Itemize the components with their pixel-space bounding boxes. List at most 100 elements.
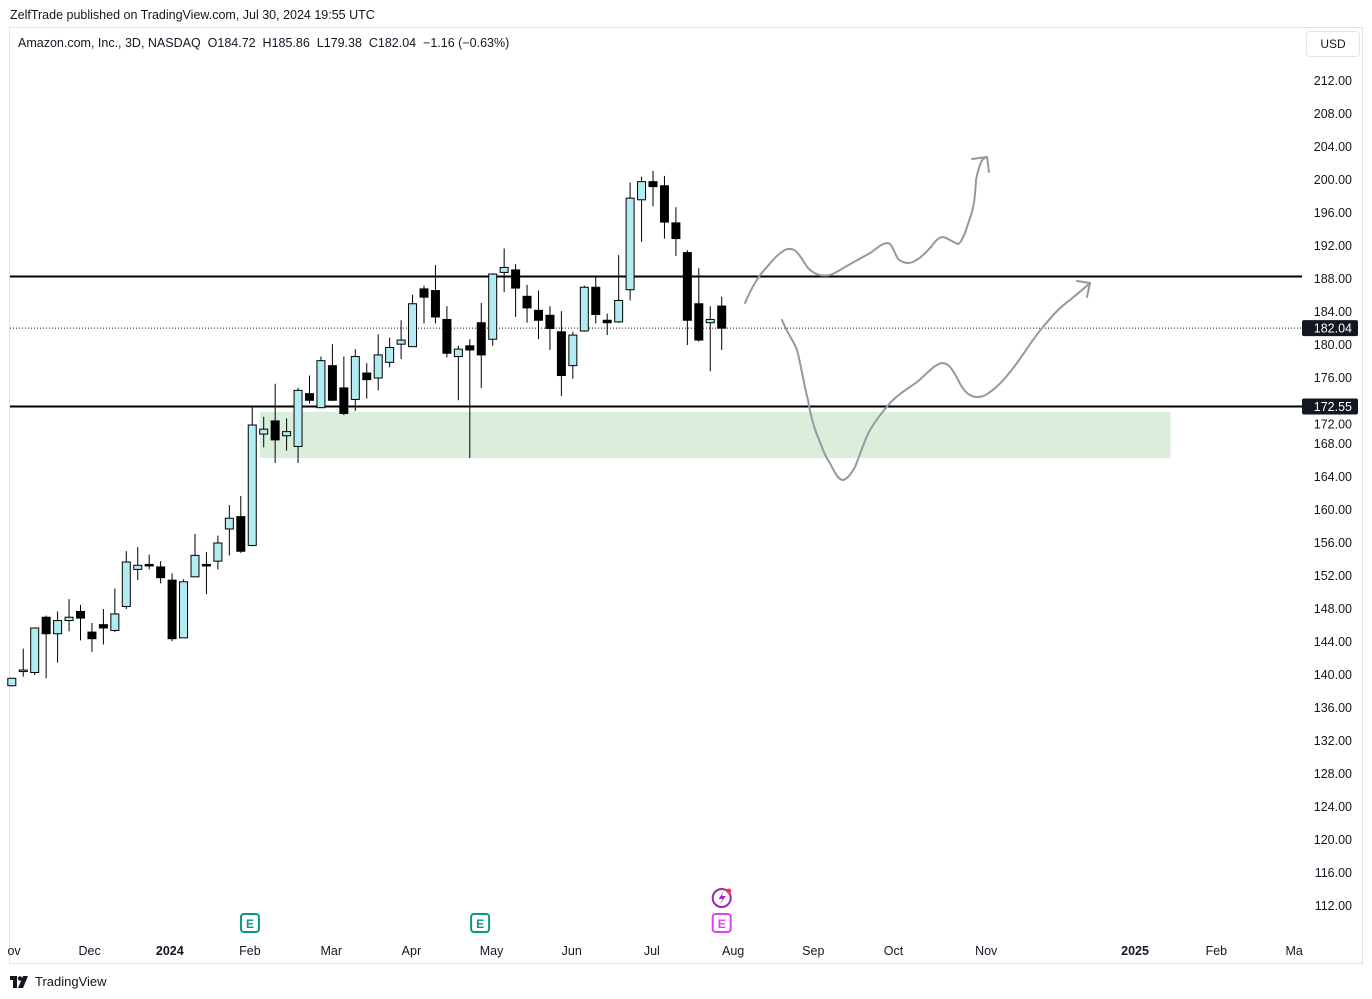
candle[interactable] — [224, 505, 234, 556]
candle[interactable] — [579, 285, 589, 332]
candle[interactable] — [87, 623, 97, 652]
price-axis-label: 136.00 — [1314, 701, 1352, 715]
candle[interactable] — [30, 627, 40, 675]
candle[interactable] — [408, 294, 418, 348]
candle[interactable] — [682, 250, 692, 345]
candle[interactable] — [419, 285, 429, 324]
time-axis-label: Feb — [239, 944, 261, 958]
candle[interactable] — [110, 588, 120, 633]
candle[interactable] — [190, 533, 200, 578]
candle-body — [144, 563, 154, 567]
candle[interactable] — [76, 604, 85, 641]
candle[interactable] — [156, 561, 166, 584]
candle[interactable] — [236, 495, 246, 553]
candle[interactable] — [385, 337, 395, 368]
candle[interactable] — [396, 320, 406, 360]
candle[interactable] — [247, 406, 257, 547]
level-price-badge-text: 172.55 — [1314, 400, 1352, 414]
candle-body — [682, 252, 692, 321]
candle[interactable] — [453, 345, 463, 401]
earnings-icon[interactable]: E — [711, 913, 732, 933]
candle[interactable] — [568, 331, 578, 379]
candle[interactable] — [41, 615, 51, 679]
candle[interactable] — [121, 551, 131, 609]
candle[interactable] — [133, 547, 143, 581]
candle[interactable] — [430, 264, 440, 324]
candle[interactable] — [144, 554, 154, 570]
candle[interactable] — [511, 264, 521, 317]
currency-button[interactable]: USD — [1306, 31, 1360, 57]
tradingview-logo[interactable]: TradingView — [10, 974, 107, 989]
candle-body — [121, 561, 131, 608]
candle[interactable] — [637, 176, 647, 242]
candle[interactable] — [362, 363, 372, 399]
candle[interactable] — [179, 579, 189, 639]
candle[interactable] — [534, 290, 543, 340]
candle[interactable] — [327, 344, 337, 402]
candle[interactable] — [64, 599, 74, 632]
candle-body — [282, 431, 292, 437]
candle[interactable] — [293, 387, 303, 463]
price-axis-label: 128.00 — [1314, 767, 1352, 781]
lightning-bolt — [718, 891, 726, 905]
candle[interactable] — [350, 349, 360, 411]
candle[interactable] — [53, 611, 63, 663]
candle[interactable] — [671, 207, 681, 256]
candle[interactable] — [522, 284, 532, 323]
candle[interactable] — [545, 306, 555, 350]
candle[interactable] — [305, 375, 314, 404]
candle-body — [694, 303, 704, 341]
candle[interactable] — [316, 356, 326, 409]
candle[interactable] — [614, 255, 624, 323]
candle-body — [625, 197, 635, 291]
candle[interactable] — [488, 273, 498, 346]
candle-body — [247, 424, 257, 546]
earnings-icon[interactable]: E — [239, 913, 260, 933]
earnings-icon[interactable]: E — [470, 913, 491, 933]
candle-body — [7, 677, 17, 687]
candle[interactable] — [648, 170, 658, 207]
candle[interactable] — [270, 383, 280, 463]
candle[interactable] — [98, 609, 108, 645]
candle[interactable] — [259, 416, 269, 448]
price-axis-label: 188.00 — [1314, 272, 1352, 286]
candle[interactable] — [465, 339, 475, 459]
candle[interactable] — [717, 296, 727, 351]
candle[interactable] — [499, 248, 509, 293]
candle[interactable] — [442, 306, 452, 358]
candle[interactable] — [339, 356, 349, 416]
dividend-lightning-icon[interactable] — [711, 888, 732, 908]
candle[interactable] — [373, 334, 383, 391]
candle[interactable] — [167, 573, 177, 642]
time-axis-label: Jun — [562, 944, 582, 958]
candle[interactable] — [201, 552, 211, 595]
candle[interactable] — [476, 302, 486, 388]
drawing-upper-arrow[interactable] — [744, 156, 990, 304]
earnings-icon-label: E — [476, 917, 484, 931]
earnings-icon-label: E — [718, 917, 726, 931]
candle-body — [705, 318, 715, 324]
candle[interactable] — [705, 306, 715, 372]
demand-zone[interactable] — [259, 411, 1171, 459]
candle[interactable] — [591, 277, 601, 324]
candle[interactable] — [602, 313, 612, 336]
candle-body — [419, 288, 429, 298]
price-axis-label: 204.00 — [1314, 140, 1352, 154]
candle[interactable] — [18, 648, 28, 677]
candle-body — [465, 345, 475, 351]
candle[interactable] — [625, 182, 635, 301]
level-price-badge: 172.55 — [1302, 398, 1358, 415]
candle-body — [396, 339, 406, 345]
candle[interactable] — [213, 535, 223, 570]
drawing-lower-arrow[interactable] — [781, 280, 1091, 481]
price-axis-label: 212.00 — [1314, 74, 1352, 88]
candle[interactable] — [556, 311, 566, 397]
candle-body — [87, 631, 97, 640]
time-axis-label: 2025 — [1121, 944, 1149, 958]
candle[interactable] — [282, 418, 292, 451]
candle[interactable] — [694, 268, 704, 342]
last-price-badge-bg — [1302, 320, 1358, 337]
candle[interactable] — [659, 175, 669, 239]
candle[interactable] — [7, 677, 17, 687]
